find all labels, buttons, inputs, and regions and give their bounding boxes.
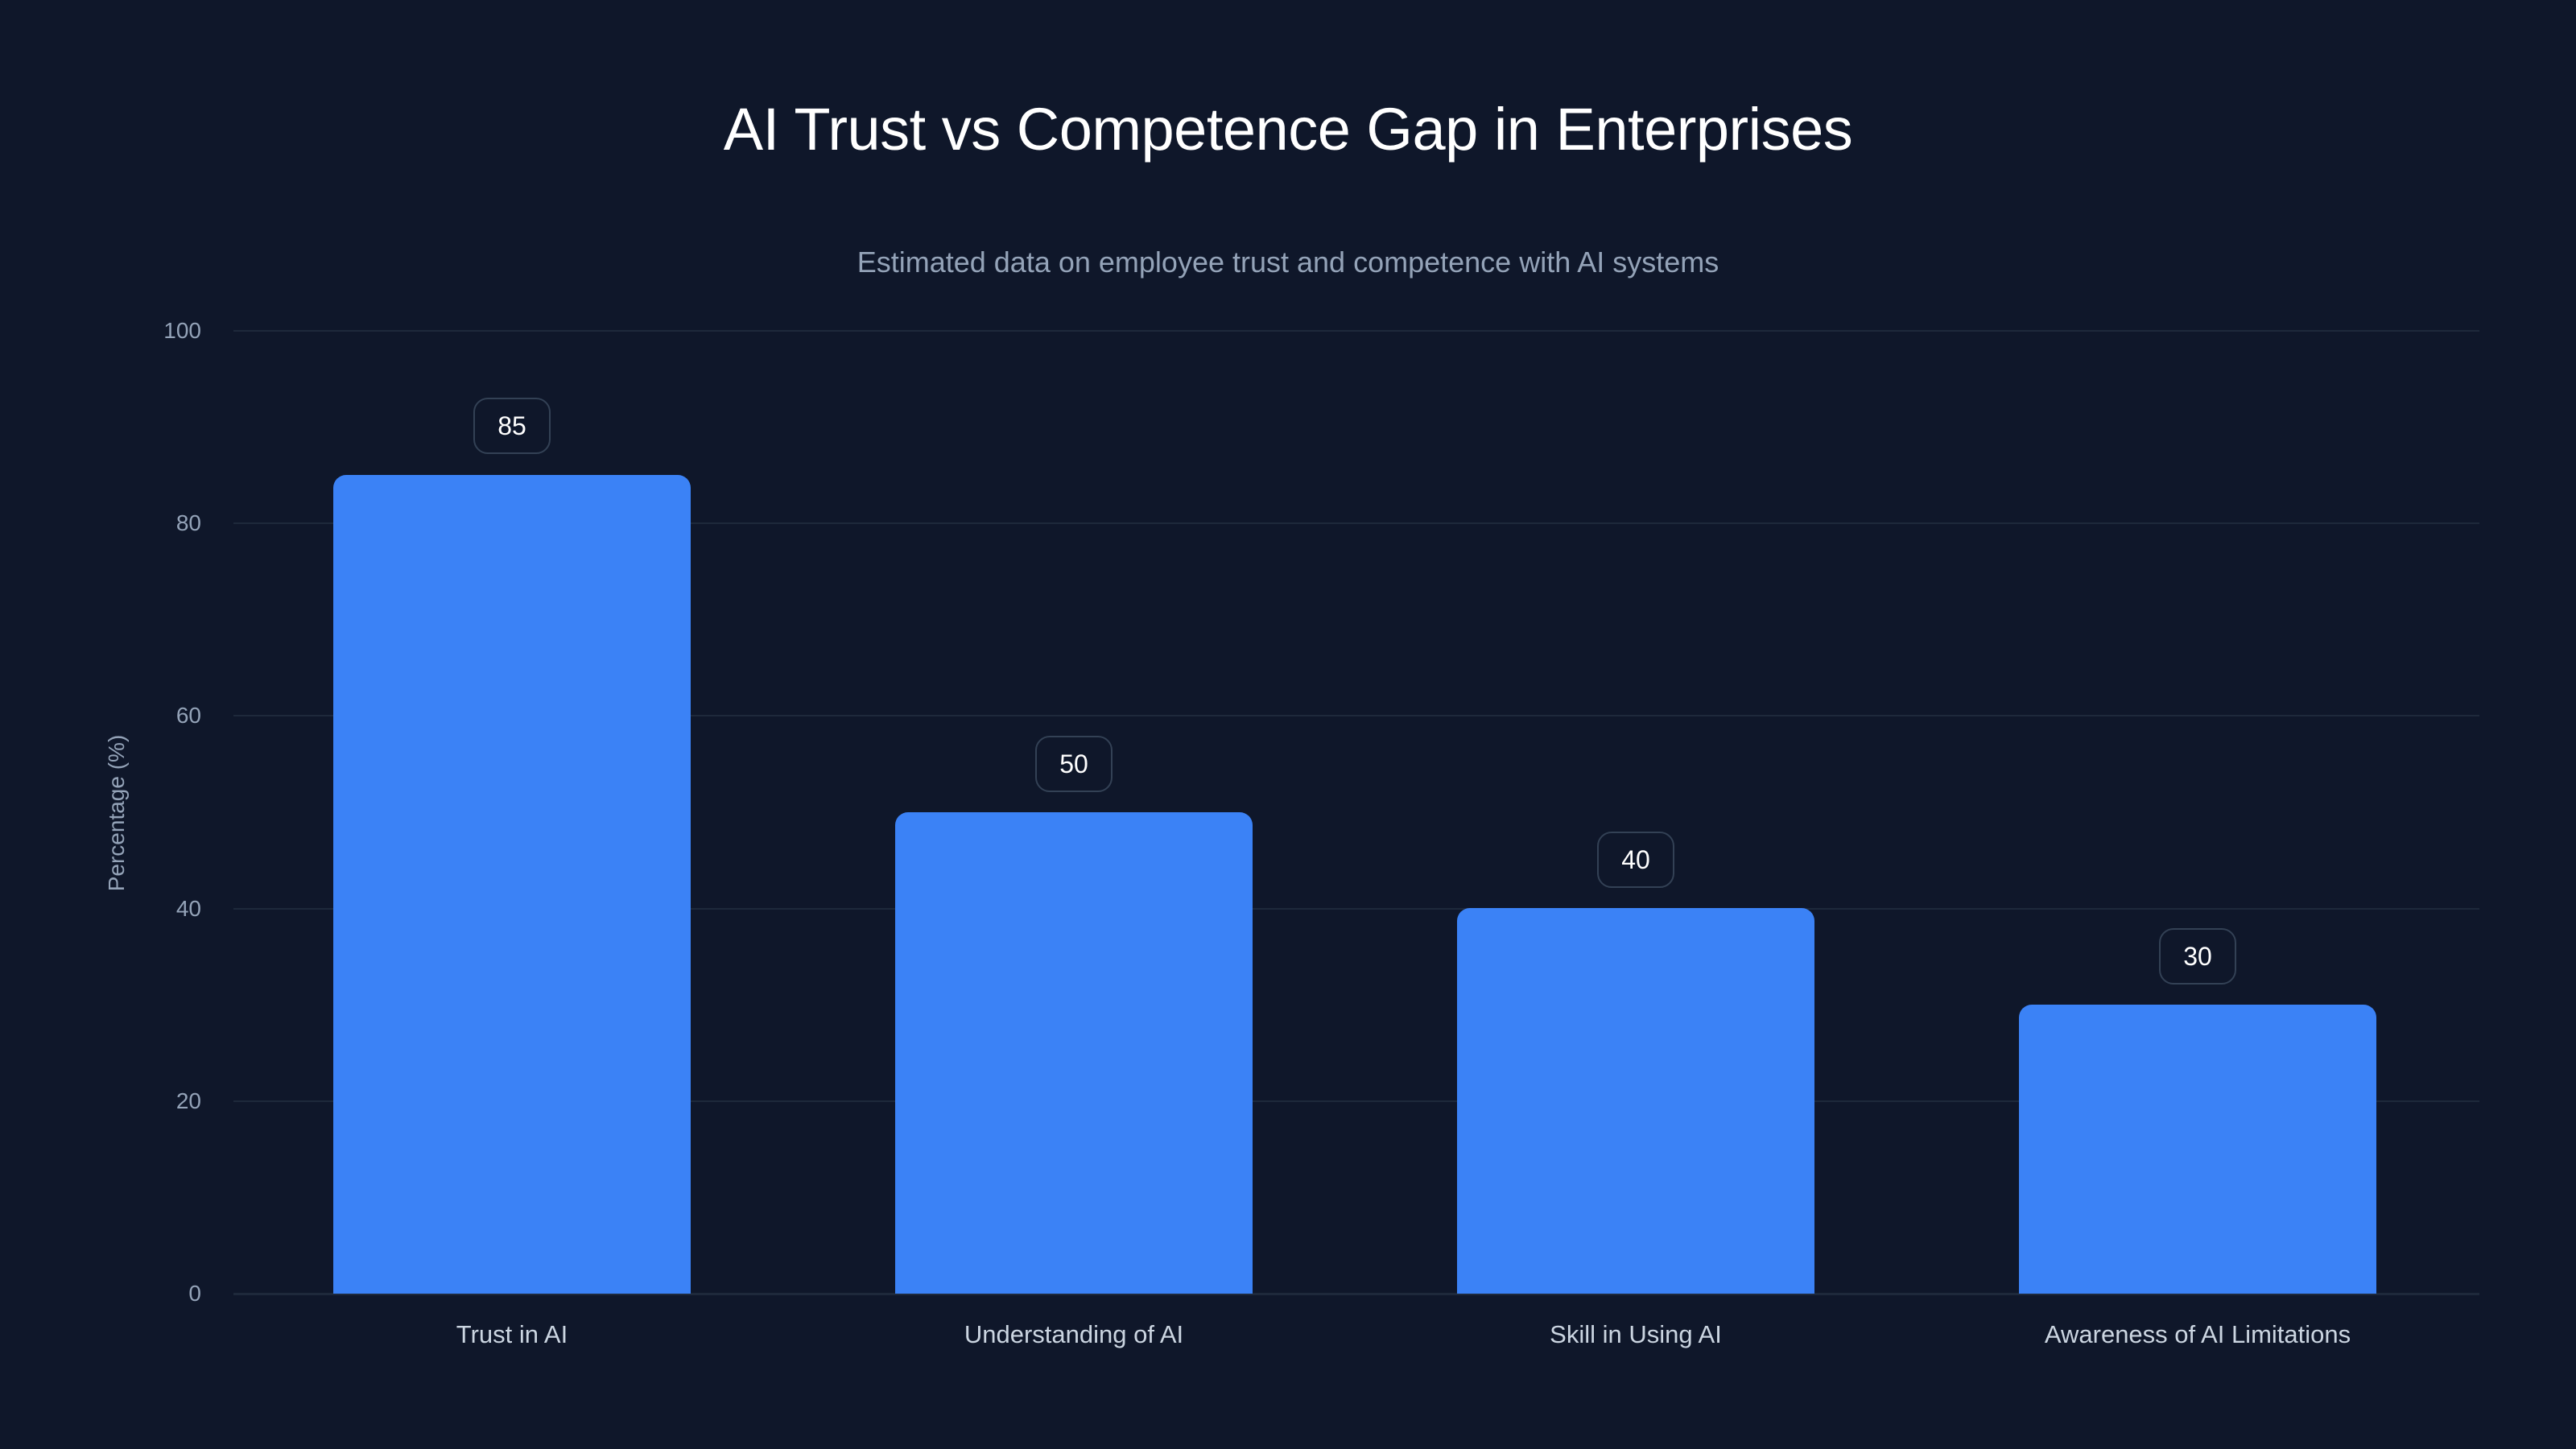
chart-subtitle: Estimated data on employee trust and com… — [857, 246, 1719, 279]
data-label-awareness-of-ai-limitations: 30 — [2159, 928, 2236, 985]
gridline-60 — [233, 715, 2479, 716]
data-label-skill-in-using-ai: 40 — [1597, 832, 1674, 888]
y-tick-80: 80 — [175, 510, 201, 535]
bar-awareness-of-ai-limitations[interactable] — [2019, 1005, 2376, 1294]
y-axis-label: Percentage (%) — [104, 734, 129, 892]
x-label-trust-in-ai: Trust in AI — [456, 1320, 568, 1348]
x-axis-baseline — [233, 1293, 2479, 1295]
x-label-understanding-of-ai: Understanding of AI — [964, 1320, 1184, 1348]
gridline-20 — [233, 1100, 2479, 1102]
plot-area: 100 80 60 40 20 0 85 50 40 30 — [163, 318, 2479, 1306]
gridline-40 — [233, 908, 2479, 910]
x-label-skill-in-using-ai: Skill in Using AI — [1550, 1320, 1722, 1348]
y-tick-0: 0 — [188, 1281, 201, 1306]
gridline-80 — [233, 522, 2479, 524]
data-label-understanding-of-ai: 50 — [1035, 736, 1113, 792]
y-tick-100: 100 — [163, 318, 201, 343]
y-tick-40: 40 — [175, 896, 201, 921]
gridline-100 — [233, 330, 2479, 332]
chart-title: AI Trust vs Competence Gap in Enterprise… — [723, 96, 1853, 163]
x-label-awareness-of-ai-limitations: Awareness of AI Limitations — [2044, 1320, 2351, 1348]
bar-understanding-of-ai[interactable] — [895, 812, 1253, 1294]
bar-skill-in-using-ai[interactable] — [1457, 908, 1814, 1294]
y-tick-60: 60 — [175, 703, 201, 728]
bar-trust-in-ai[interactable] — [333, 475, 691, 1294]
y-tick-20: 20 — [175, 1088, 201, 1113]
data-label-trust-in-ai: 85 — [473, 398, 551, 454]
